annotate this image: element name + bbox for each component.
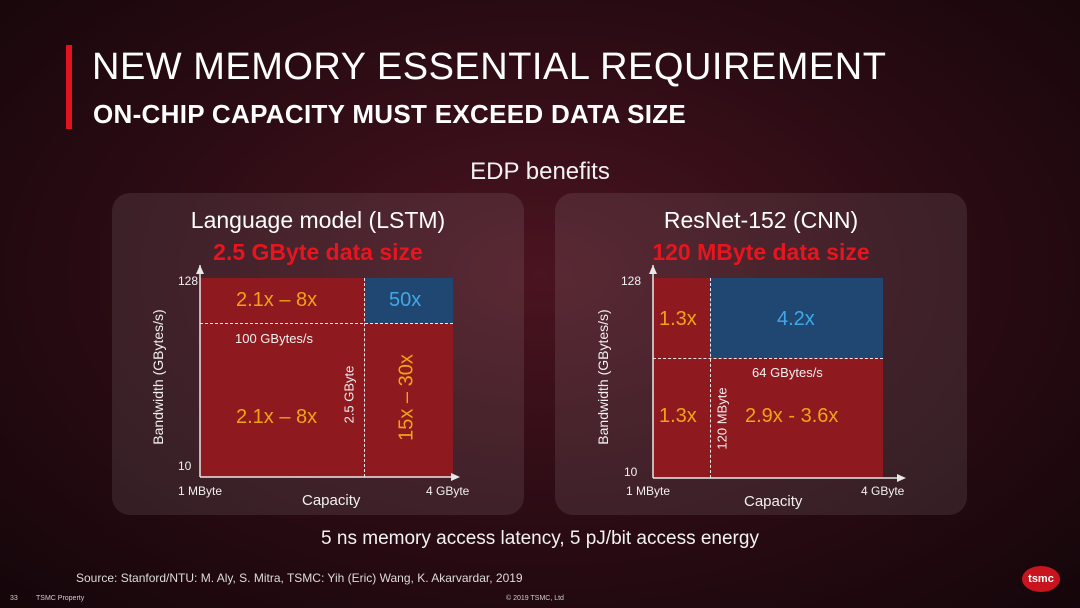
resnet-bandwidth-threshold-line xyxy=(653,358,883,359)
source-citation: Source: Stanford/NTU: M. Aly, S. Mitra, … xyxy=(76,571,523,585)
lstm-region-top-right xyxy=(365,278,453,323)
lstm-y-tick-bottom: 10 xyxy=(178,459,192,473)
resnet-axes xyxy=(649,265,906,482)
lstm-capacity-threshold-line xyxy=(364,278,365,477)
resnet-panel: ResNet-152 (CNN) 120 MByte data size Ban… xyxy=(555,193,967,515)
lstm-x-tick-left: 1 MByte xyxy=(178,484,223,498)
tsmc-logo: tsmc xyxy=(1022,566,1060,592)
resnet-y-tick-top: 128 xyxy=(621,274,642,288)
resnet-bottom-left-value: 1.3x xyxy=(659,405,697,427)
resnet-data-size: 120 MByte data size xyxy=(652,239,870,265)
slide-subtitle: ON-CHIP CAPACITY MUST EXCEED DATA SIZE xyxy=(93,99,687,129)
resnet-region-top-right xyxy=(710,278,883,358)
section-title: EDP benefits xyxy=(470,158,610,185)
title-accent-bar xyxy=(66,45,72,129)
lstm-axes xyxy=(196,265,460,481)
lstm-x-axis-label: Capacity xyxy=(302,492,361,509)
resnet-x-axis-label: Capacity xyxy=(744,493,803,510)
resnet-bottom-right-value: 2.9x - 3.6x xyxy=(745,405,839,427)
property-label: TSMC Property xyxy=(36,595,85,602)
page-number: 33 xyxy=(10,595,18,602)
latency-energy-note: 5 ns memory access latency, 5 pJ/bit acc… xyxy=(321,528,759,549)
resnet-capacity-threshold-line xyxy=(710,278,711,478)
copyright: © 2019 TSMC, Ltd xyxy=(506,595,564,602)
resnet-y-tick-bottom: 10 xyxy=(624,465,638,479)
lstm-capacity-threshold-label: 2.5 GByte xyxy=(341,365,357,424)
resnet-x-tick-left: 1 MByte xyxy=(626,484,671,498)
lstm-top-right-value: 50x xyxy=(389,289,422,311)
lstm-bottom-right-value: 15x – 30x xyxy=(395,354,418,441)
lstm-region-bottom xyxy=(200,323,453,477)
resnet-region-bottom xyxy=(653,358,883,478)
resnet-panel-title: ResNet-152 (CNN) xyxy=(663,207,859,233)
lstm-top-left-value: 2.1x – 8x xyxy=(236,289,318,311)
lstm-bandwidth-threshold-label: 100 GBytes/s xyxy=(235,331,314,346)
slide-title: NEW MEMORY ESSENTIAL REQUIREMENT xyxy=(92,46,887,88)
resnet-top-right-value: 4.2x xyxy=(777,308,815,330)
lstm-y-axis-label: Bandwidth (GBytes/s) xyxy=(150,309,166,445)
resnet-capacity-threshold-label: 120 MByte xyxy=(714,387,730,450)
lstm-data-size: 2.5 GByte data size xyxy=(213,239,423,265)
resnet-region-top-left xyxy=(653,278,710,358)
resnet-x-tick-right: 4 GByte xyxy=(861,484,905,498)
lstm-panel-title: Language model (LSTM) xyxy=(190,207,446,233)
resnet-y-axis-label: Bandwidth (GBytes/s) xyxy=(595,309,611,445)
lstm-bandwidth-threshold-line xyxy=(200,323,453,324)
lstm-panel: Language model (LSTM) 2.5 GByte data siz… xyxy=(112,193,524,515)
lstm-x-tick-right: 4 GByte xyxy=(426,484,470,498)
lstm-y-tick-top: 128 xyxy=(178,274,199,288)
resnet-bandwidth-threshold-label: 64 GBytes/s xyxy=(752,365,823,380)
resnet-top-left-value: 1.3x xyxy=(659,308,697,330)
lstm-bottom-left-value: 2.1x – 8x xyxy=(236,406,318,428)
